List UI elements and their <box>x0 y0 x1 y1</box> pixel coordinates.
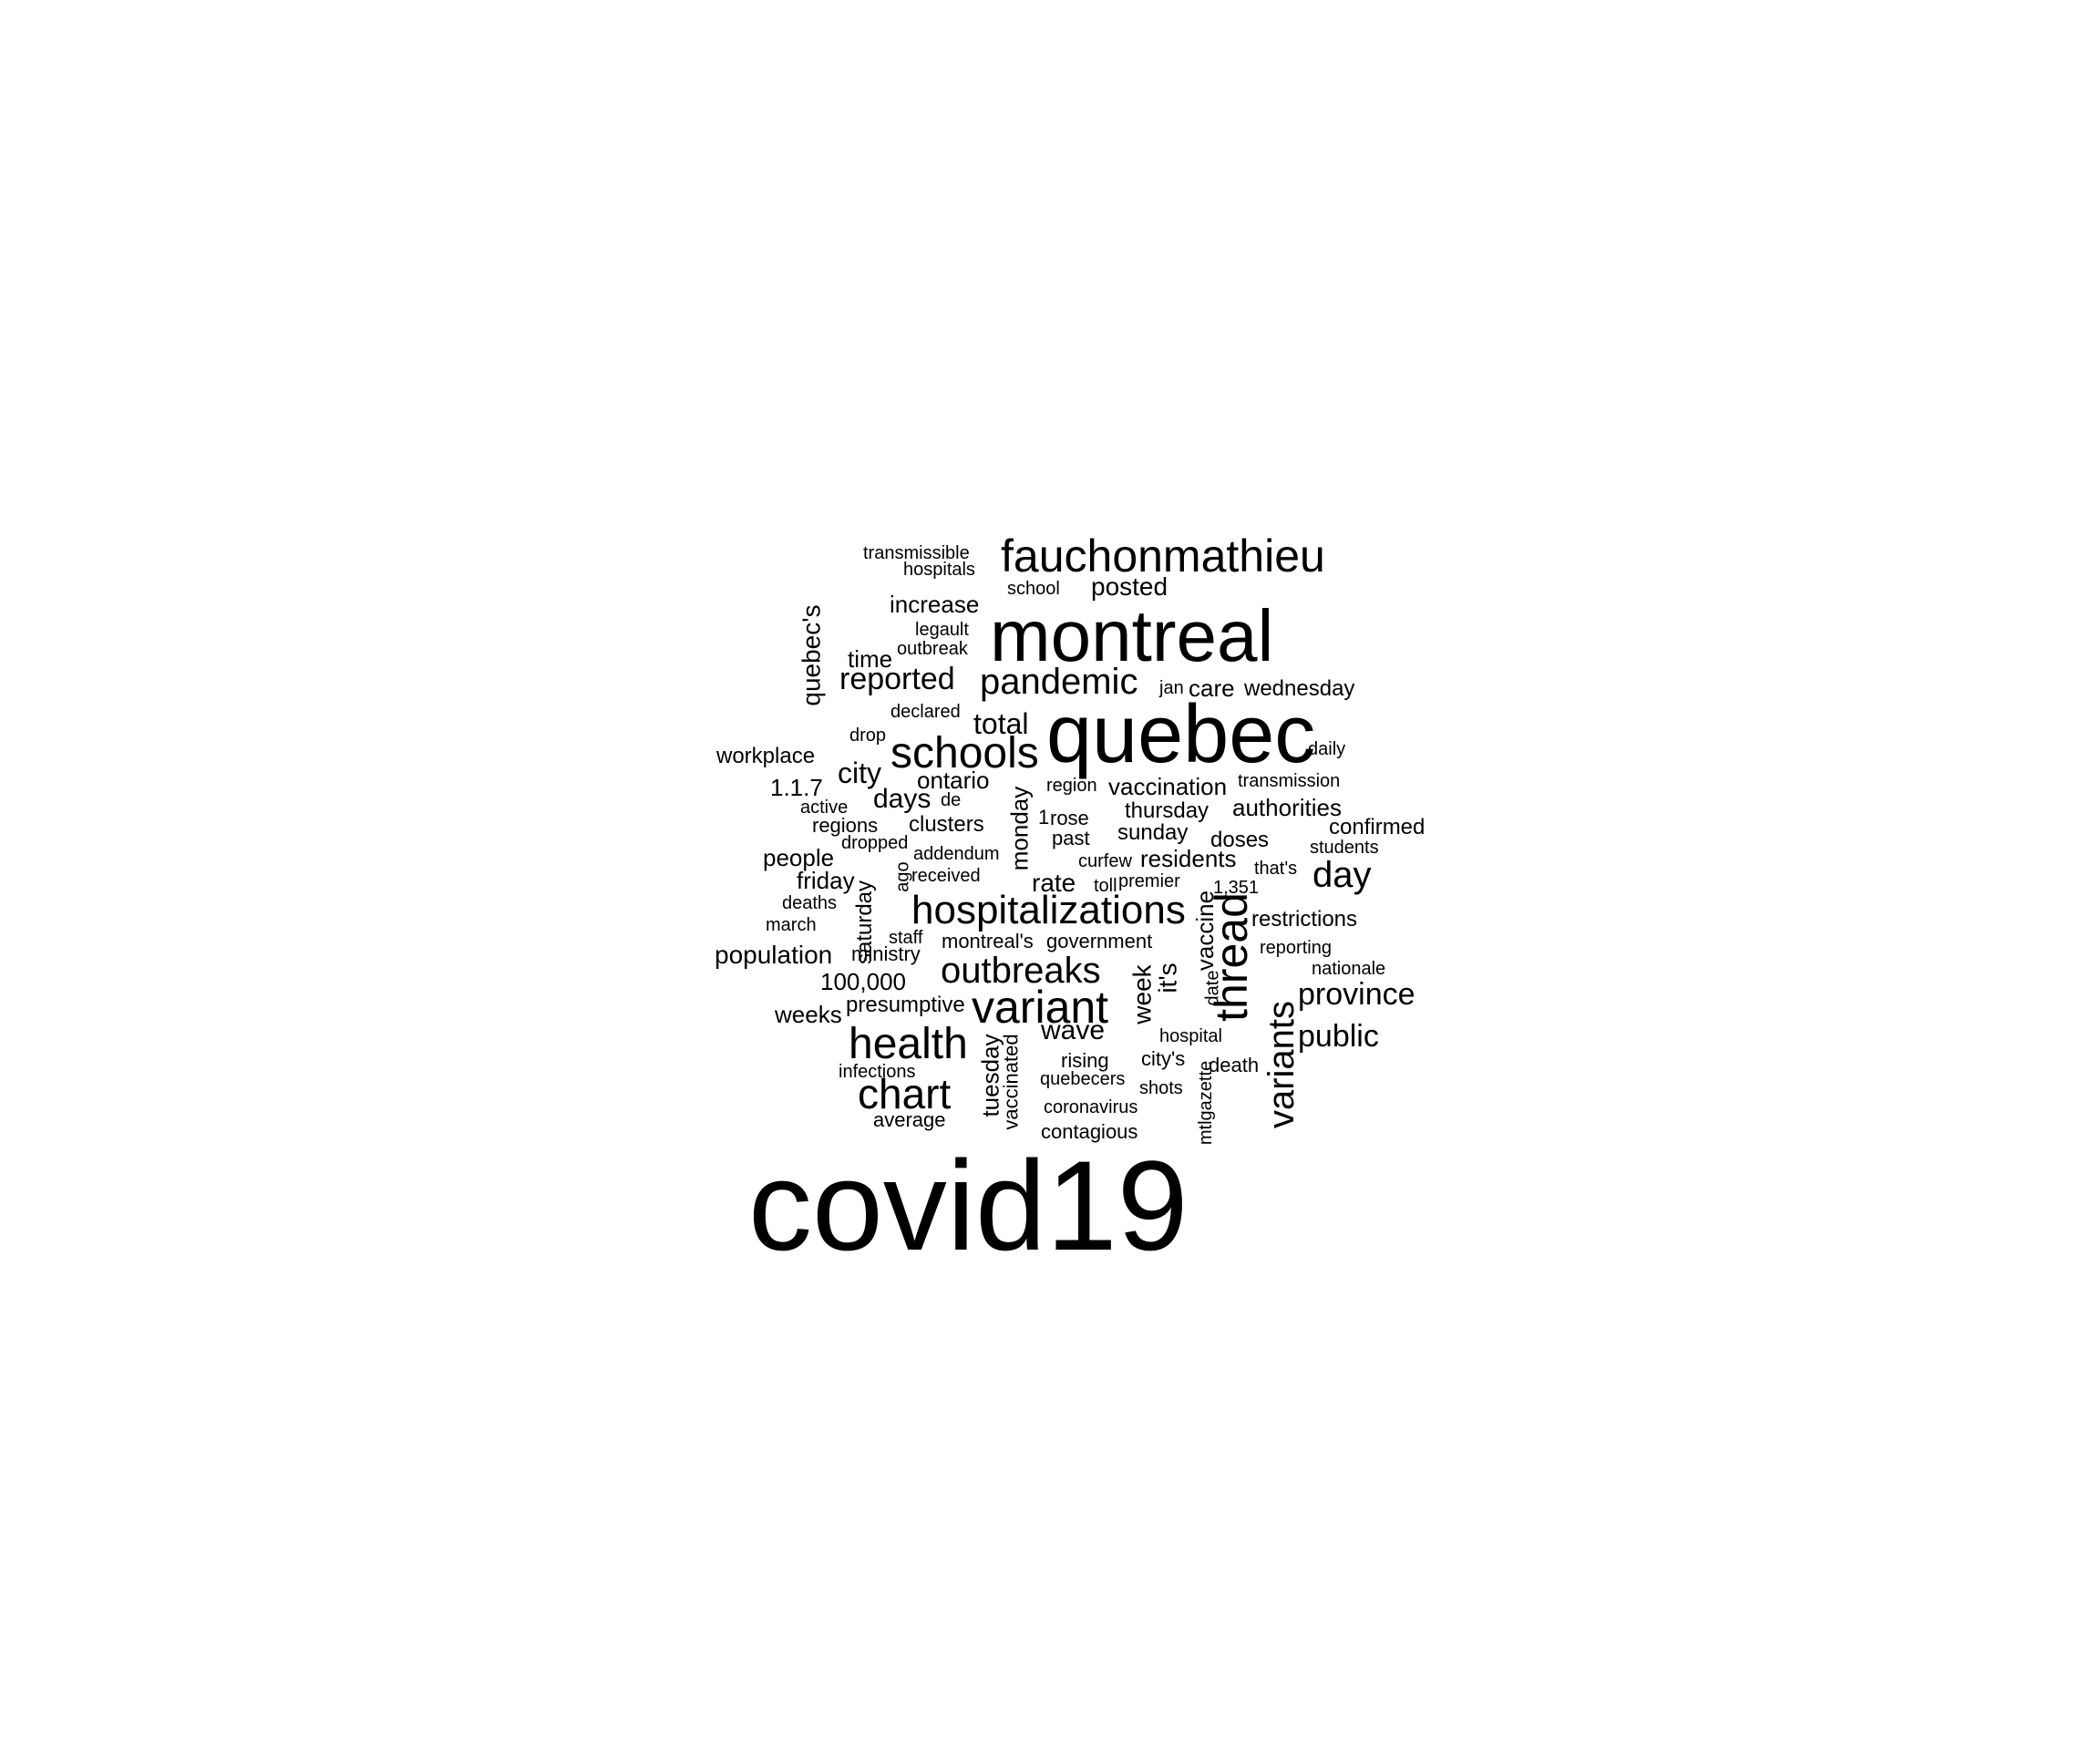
word-total: total <box>973 707 1029 740</box>
word-chart: chart <box>858 1070 952 1117</box>
word-hospital: hospital <box>1159 1026 1222 1046</box>
word-wave: wave <box>1041 1015 1106 1045</box>
word-date: date <box>1202 970 1223 1006</box>
word-day: day <box>1312 855 1372 895</box>
word-students: students <box>1310 838 1379 858</box>
word-rising: rising <box>1061 1049 1109 1072</box>
word-region: region <box>1046 776 1097 796</box>
word-received: received <box>911 866 981 886</box>
word-pandemic: pandemic <box>980 662 1138 702</box>
word-variants: variants <box>1261 1000 1302 1129</box>
word-hospitals: hospitals <box>903 560 975 580</box>
word-transmissible: transmissible <box>863 543 970 563</box>
word-regions: regions <box>812 814 879 837</box>
word-health: health <box>849 1020 968 1068</box>
word-posted: posted <box>1091 572 1168 601</box>
word-rose: rose <box>1050 807 1089 829</box>
word-shots: shots <box>1139 1078 1183 1098</box>
word-rate: rate <box>1032 869 1076 897</box>
word-reporting: reporting <box>1260 938 1332 958</box>
word-transmission: transmission <box>1238 771 1341 791</box>
word-fauchonmathieu: fauchonmathieu <box>1001 530 1325 582</box>
word-monday: monday <box>1005 786 1034 871</box>
word-legault: legault <box>915 620 969 640</box>
word-drop: drop <box>849 726 887 746</box>
word-quebec: quebec <box>1046 689 1316 780</box>
word-government: government <box>1046 930 1153 952</box>
word-its: it's <box>1153 962 1182 993</box>
word-thats: that's <box>1254 859 1298 879</box>
word-hospitalizations: hospitalizations <box>911 888 1186 932</box>
word-100000: 100,000 <box>820 968 906 995</box>
word-quebecers: quebecers <box>1040 1069 1126 1089</box>
word-nationale: nationale <box>1312 959 1386 979</box>
word-toll: toll <box>1094 876 1117 896</box>
word-staff: staff <box>889 928 923 948</box>
word-friday: friday <box>797 867 855 894</box>
word-people: people <box>763 844 835 871</box>
word-coronavirus: coronavirus <box>1044 1097 1138 1117</box>
word-increase: increase <box>890 591 980 618</box>
word-residents: residents <box>1140 845 1237 872</box>
word-thursday: thursday <box>1125 798 1210 823</box>
word-province: province <box>1298 977 1415 1012</box>
word-doses: doses <box>1210 828 1270 852</box>
word-outbreak: outbreak <box>897 639 968 659</box>
word-addendum: addendum <box>913 844 1000 864</box>
word-infections: infections <box>839 1062 916 1082</box>
word-declared: declared <box>890 702 961 722</box>
word-care: care <box>1189 674 1235 702</box>
word-daily: daily <box>1308 739 1346 759</box>
word-1: 1 <box>1038 806 1050 829</box>
word-1-1-7: 1.1.7 <box>770 774 823 801</box>
word-population: population <box>715 941 833 969</box>
word-montreal: montreal <box>990 595 1274 676</box>
word-weeks: weeks <box>775 1001 842 1028</box>
word-days: days <box>873 784 932 814</box>
word-mtlgazette: mtlgazette <box>1196 1060 1217 1146</box>
word-workplace: workplace <box>716 744 816 768</box>
word-schools: schools <box>890 729 1039 777</box>
word-jan: jan <box>1159 678 1184 698</box>
word-variant: variant <box>972 982 1109 1033</box>
word-presumptive: presumptive <box>846 993 965 1017</box>
word-premier: premier <box>1118 871 1180 891</box>
word-authorities: authorities <box>1232 794 1342 821</box>
word-de: de <box>941 790 962 810</box>
word-clusters: clusters <box>909 812 984 837</box>
word-active: active <box>800 798 849 818</box>
word-covid19: covid19 <box>748 1134 1189 1277</box>
word-time: time <box>848 645 893 673</box>
word-past: past <box>1052 827 1090 849</box>
word-public: public <box>1298 1019 1379 1054</box>
word-average: average <box>873 1108 946 1131</box>
word-reported: reported <box>839 662 955 696</box>
word-vaccinated: vaccinated <box>999 1034 1023 1130</box>
word-curfew: curfew <box>1078 851 1132 871</box>
word-sunday: sunday <box>1117 820 1189 845</box>
word-week: week <box>1127 964 1157 1024</box>
word-march: march <box>766 915 817 935</box>
word-outbreaks: outbreaks <box>941 951 1101 991</box>
word-confirmed: confirmed <box>1329 815 1426 839</box>
word-school: school <box>1007 579 1060 599</box>
word-restrictions: restrictions <box>1251 907 1358 932</box>
word-montreals: montreal's <box>942 930 1034 952</box>
word-death: death <box>1209 1054 1260 1076</box>
word-deaths: deaths <box>782 893 838 913</box>
word-1351: 1,351 <box>1213 878 1260 898</box>
word-quebecs: quebec's <box>797 604 826 706</box>
word-contagious: contagious <box>1041 1120 1138 1143</box>
word-vaccination: vaccination <box>1108 773 1228 800</box>
word-ministry: ministry <box>851 942 921 965</box>
word-dropped: dropped <box>841 833 909 853</box>
word-ontario: ontario <box>917 767 990 794</box>
word-city: city <box>838 757 881 789</box>
word-ago: ago <box>892 861 913 892</box>
word-vaccine: vaccine <box>1191 890 1220 972</box>
word-wednesday: wednesday <box>1244 676 1355 701</box>
word-citys: city's <box>1141 1047 1186 1070</box>
